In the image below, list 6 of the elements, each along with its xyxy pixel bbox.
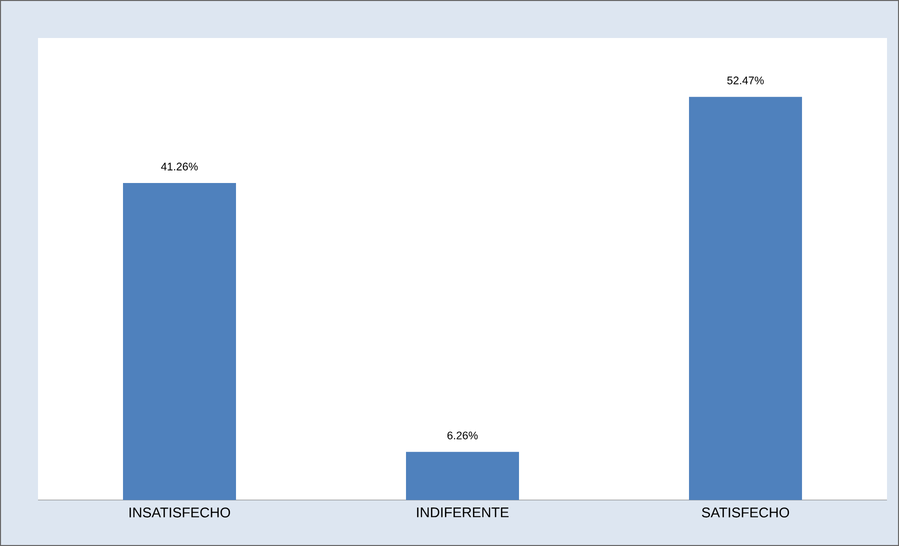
x-tick-label: INSATISFECHO	[130, 508, 230, 518]
data-label: 41.26%	[161, 162, 198, 170]
x-tick-label: INDIFERENTE	[417, 508, 509, 518]
data-label: 52.47%	[727, 76, 764, 84]
data-label: 6.26%	[447, 432, 478, 440]
x-tick-label: SATISFECHO	[702, 508, 790, 518]
